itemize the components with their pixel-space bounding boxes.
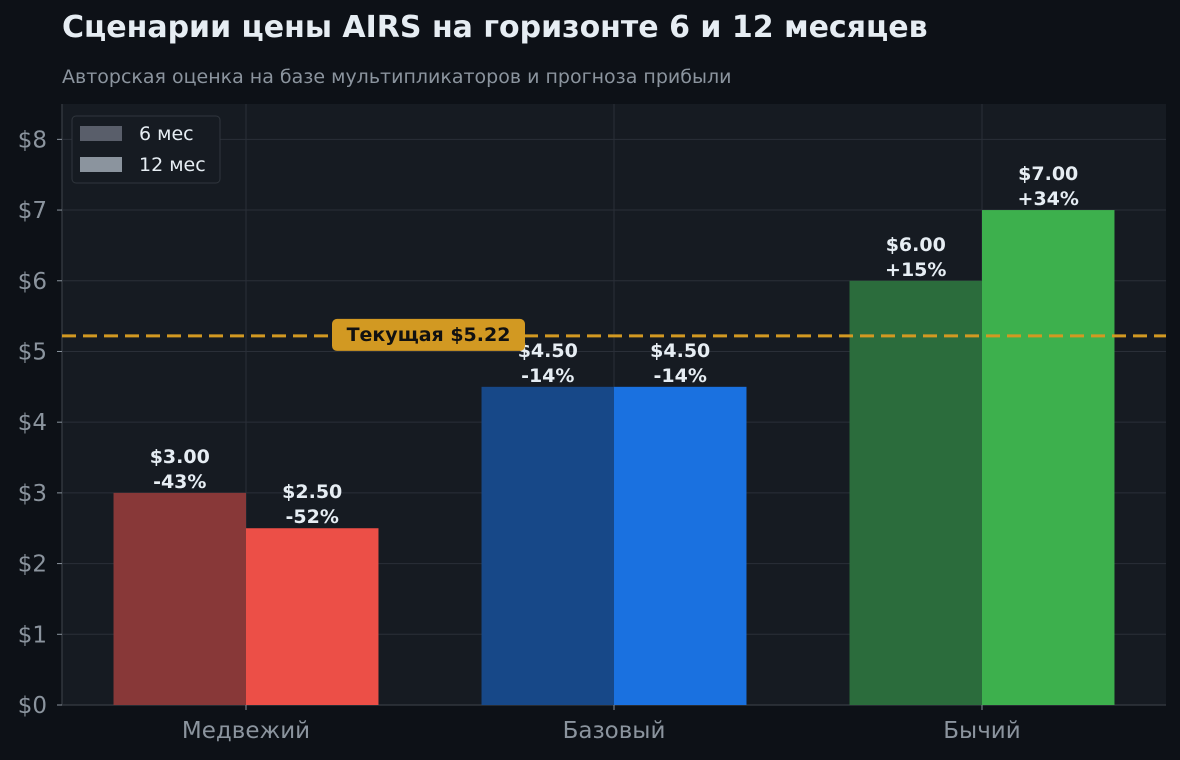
value-label: $3.00 (150, 446, 210, 468)
y-tick-label: $5 (18, 339, 47, 365)
y-tick-label: $4 (18, 410, 47, 436)
change-label: -14% (654, 365, 707, 387)
y-tick-label: $8 (18, 127, 47, 153)
bar[interactable] (982, 210, 1115, 705)
change-label: -14% (521, 365, 574, 387)
legend-swatch (80, 157, 122, 172)
y-tick-label: $6 (18, 269, 47, 295)
legend-swatch (80, 126, 122, 141)
current-price-badge (332, 318, 525, 351)
change-label: -52% (286, 506, 339, 528)
legend-label: 12 мес (139, 154, 206, 176)
value-label: $4.50 (518, 340, 578, 362)
x-tick-label: Базовый (563, 718, 666, 744)
bar[interactable] (113, 492, 247, 705)
x-tick-label: Бычий (943, 718, 1020, 744)
bar[interactable] (481, 386, 614, 705)
bar[interactable] (246, 528, 379, 705)
legend-label: 6 мес (139, 123, 194, 145)
y-tick-label: $3 (18, 481, 47, 507)
change-label: +34% (1018, 188, 1079, 210)
change-label: +15% (885, 259, 946, 281)
y-tick-label: $0 (18, 693, 47, 719)
bar[interactable] (614, 386, 747, 705)
y-tick-label: $1 (18, 622, 47, 648)
value-label: $6.00 (886, 234, 946, 256)
y-tick-label: $7 (18, 198, 47, 224)
value-label: $4.50 (650, 340, 710, 362)
change-label: -43% (153, 471, 206, 493)
value-label: $7.00 (1018, 163, 1078, 185)
chart-title: Сценарии цены AIRS на горизонте 6 и 12 м… (62, 10, 928, 45)
y-tick-label: $2 (18, 552, 47, 578)
chart-subtitle: Авторская оценка на базе мультипликаторо… (62, 66, 732, 88)
bar[interactable] (849, 280, 982, 705)
value-label: $2.50 (282, 481, 342, 503)
x-tick-label: Медвежий (182, 718, 310, 744)
current-price-label: Текущая $5.22 (347, 324, 511, 346)
